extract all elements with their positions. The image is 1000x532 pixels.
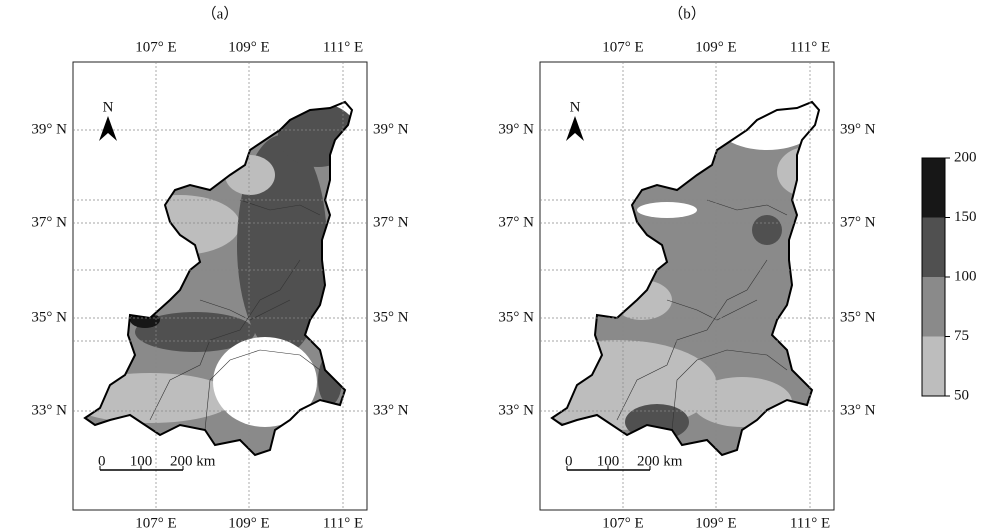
scale-label: 200 km bbox=[637, 453, 683, 469]
lat-label-right: 35° N bbox=[373, 309, 409, 325]
north-arrow bbox=[566, 116, 584, 141]
value-zone bbox=[752, 215, 782, 245]
lon-label-top: 107° E bbox=[602, 39, 643, 55]
lat-label-right: 39° N bbox=[840, 121, 876, 137]
lat-label-left: 37° N bbox=[31, 214, 67, 230]
north-arrow bbox=[99, 116, 117, 141]
colorbar-segment bbox=[922, 158, 945, 218]
lat-label-right: 39° N bbox=[373, 121, 409, 137]
lat-label-right: 35° N bbox=[840, 309, 876, 325]
scale-label: 200 km bbox=[170, 453, 216, 469]
county-border bbox=[616, 259, 768, 421]
colorbar-segment bbox=[922, 277, 945, 337]
county-border bbox=[204, 349, 321, 431]
colorbar-label: 150 bbox=[954, 209, 977, 225]
colorbar-label: 100 bbox=[954, 268, 977, 284]
value-zone bbox=[213, 337, 317, 427]
lon-label-top: 109° E bbox=[695, 39, 736, 55]
county-border bbox=[149, 259, 301, 421]
panel-label: （b） bbox=[668, 5, 706, 22]
colorbar-label: 75 bbox=[954, 328, 969, 344]
province-border bbox=[550, 100, 821, 457]
county-border bbox=[671, 349, 788, 431]
lat-label-right: 33° N bbox=[840, 402, 876, 418]
scale-label: 0 bbox=[98, 453, 106, 469]
lat-label-right: 33° N bbox=[373, 402, 409, 418]
lon-label-top: 111° E bbox=[790, 39, 830, 55]
scale-label: 100 bbox=[597, 453, 620, 469]
north-label: N bbox=[103, 99, 114, 115]
lon-label-top: 109° E bbox=[228, 39, 269, 55]
scale-label: 100 bbox=[130, 453, 153, 469]
lat-label-left: 39° N bbox=[31, 121, 67, 137]
lat-label-left: 35° N bbox=[498, 309, 534, 325]
lon-label-bottom: 109° E bbox=[228, 515, 269, 531]
colorbar-label: 200 bbox=[954, 149, 977, 165]
lat-label-left: 37° N bbox=[498, 214, 534, 230]
county-border bbox=[706, 199, 788, 216]
colorbar-label: 50 bbox=[954, 387, 969, 403]
colorbar-segment bbox=[922, 336, 945, 396]
lat-label-right: 37° N bbox=[373, 214, 409, 230]
lon-label-bottom: 109° E bbox=[695, 515, 736, 531]
lon-label-bottom: 111° E bbox=[323, 515, 363, 531]
lat-label-left: 33° N bbox=[31, 402, 67, 418]
county-border bbox=[666, 299, 758, 321]
map-panel: 107° E 107° E 109° E 109° E 111° E 111° E 39° … bbox=[498, 5, 876, 531]
county-border bbox=[199, 299, 291, 321]
lat-label-right: 37° N bbox=[840, 214, 876, 230]
lon-label-top: 107° E bbox=[135, 39, 176, 55]
value-zone bbox=[637, 202, 697, 218]
scale-label: 0 bbox=[565, 453, 573, 469]
map-panel: 107° E 107° E 109° E 109° E 111° E 111° E 39° … bbox=[31, 5, 409, 531]
lat-label-left: 39° N bbox=[498, 121, 534, 137]
county-border bbox=[239, 199, 321, 216]
lon-label-bottom: 111° E bbox=[790, 515, 830, 531]
lat-label-left: 35° N bbox=[31, 309, 67, 325]
lon-label-top: 111° E bbox=[323, 39, 363, 55]
province-border bbox=[83, 100, 354, 457]
lat-label-left: 33° N bbox=[498, 402, 534, 418]
colorbar-segment bbox=[922, 217, 945, 277]
lon-label-bottom: 107° E bbox=[602, 515, 643, 531]
panel-label: （a） bbox=[202, 5, 239, 22]
north-label: N bbox=[570, 99, 581, 115]
lon-label-bottom: 107° E bbox=[135, 515, 176, 531]
value-zone bbox=[135, 312, 255, 352]
